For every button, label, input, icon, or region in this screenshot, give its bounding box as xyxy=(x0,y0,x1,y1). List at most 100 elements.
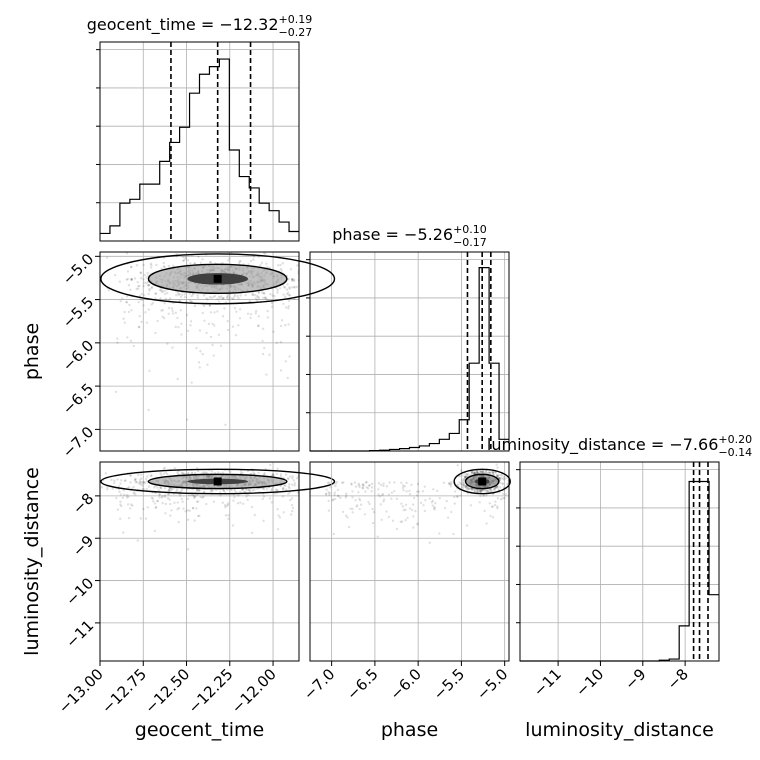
sample-point xyxy=(347,525,351,529)
sample-point xyxy=(453,495,456,499)
sample-point xyxy=(408,492,412,496)
sample-point xyxy=(166,472,169,476)
sample-point xyxy=(262,519,265,522)
sample-point xyxy=(219,344,223,347)
sample-point xyxy=(216,310,219,313)
sample-point xyxy=(123,321,126,324)
x-axis-label: luminosity_distance xyxy=(525,719,714,741)
sample-point xyxy=(134,480,138,484)
sample-point xyxy=(176,472,180,476)
sample-point xyxy=(227,517,230,521)
sample-point xyxy=(160,486,163,490)
sample-point xyxy=(379,483,383,487)
sample-point xyxy=(286,291,290,294)
sample-point xyxy=(249,313,253,316)
sample-point xyxy=(456,464,459,467)
sample-point xyxy=(196,294,199,297)
sample-point xyxy=(489,488,492,491)
sample-point xyxy=(500,477,503,480)
sample-point xyxy=(438,532,441,535)
sample-point xyxy=(273,295,276,298)
sample-point xyxy=(106,485,109,489)
sample-point xyxy=(196,514,200,518)
sample-point xyxy=(276,507,279,511)
sample-point xyxy=(514,492,516,494)
sample-point xyxy=(328,481,331,484)
sample-point xyxy=(275,341,278,344)
sample-point xyxy=(224,514,228,517)
sample-point xyxy=(119,479,123,482)
sample-point xyxy=(464,475,467,479)
sample-point xyxy=(149,262,153,265)
sample-point xyxy=(250,505,254,509)
sample-point xyxy=(485,522,488,525)
sample-point xyxy=(400,520,404,523)
sample-point xyxy=(470,470,474,474)
sample-point xyxy=(301,477,303,479)
sample-point xyxy=(344,514,348,517)
sample-point xyxy=(380,518,383,521)
sample-point xyxy=(143,273,146,277)
sample-point xyxy=(241,502,245,505)
sample-point xyxy=(197,255,200,259)
sample-point xyxy=(239,501,242,504)
sample-point xyxy=(111,487,114,490)
sample-point xyxy=(472,470,475,474)
sample-point xyxy=(139,480,142,484)
sample-point xyxy=(201,352,204,356)
sample-point xyxy=(351,507,354,511)
sample-point xyxy=(328,493,331,496)
sample-point xyxy=(253,472,256,476)
sample-point xyxy=(161,315,164,318)
sample-point xyxy=(119,500,122,503)
y-tick-label: −10 xyxy=(62,574,97,609)
sample-point xyxy=(180,333,183,336)
sample-point xyxy=(154,292,157,295)
sample-point xyxy=(190,381,193,384)
sample-point xyxy=(261,327,265,331)
sample-point xyxy=(498,476,501,480)
sample-point xyxy=(116,337,119,340)
sample-point xyxy=(139,473,143,476)
sample-point xyxy=(181,255,185,259)
sample-point xyxy=(263,472,266,475)
histogram-step xyxy=(520,480,719,662)
sample-point xyxy=(376,535,379,538)
sample-point xyxy=(257,291,261,294)
sample-point xyxy=(186,497,190,501)
sample-point xyxy=(495,475,499,478)
sample-point xyxy=(147,292,150,296)
title-median: −5.26 xyxy=(404,225,453,244)
sample-point xyxy=(458,481,461,484)
sample-point xyxy=(289,513,293,516)
sample-point xyxy=(319,295,321,297)
sample-point xyxy=(186,509,189,512)
sample-point xyxy=(184,256,187,259)
sample-point xyxy=(467,487,471,491)
sample-point xyxy=(191,493,194,497)
grid xyxy=(520,462,719,661)
sample-point xyxy=(356,504,359,507)
sample-point xyxy=(113,479,116,482)
contour-inner xyxy=(464,473,500,490)
sample-point xyxy=(186,258,190,262)
sample-point xyxy=(132,344,136,348)
density-peak xyxy=(213,477,222,486)
sample-point xyxy=(496,505,499,508)
sample-point xyxy=(114,390,118,394)
sample-point xyxy=(490,505,494,508)
sample-point xyxy=(211,489,214,492)
sample-point xyxy=(150,303,153,306)
contour-outer xyxy=(100,468,336,495)
sample-point xyxy=(475,470,478,473)
sample-point xyxy=(153,502,157,505)
sample-point xyxy=(219,491,222,494)
sample-point xyxy=(404,508,407,512)
sample-point xyxy=(494,500,497,503)
sample-point xyxy=(135,481,138,484)
sample-point xyxy=(247,488,250,492)
sample-point xyxy=(410,508,414,512)
sample-point xyxy=(192,494,196,497)
sample-point xyxy=(287,307,290,310)
sample-point xyxy=(209,490,213,493)
